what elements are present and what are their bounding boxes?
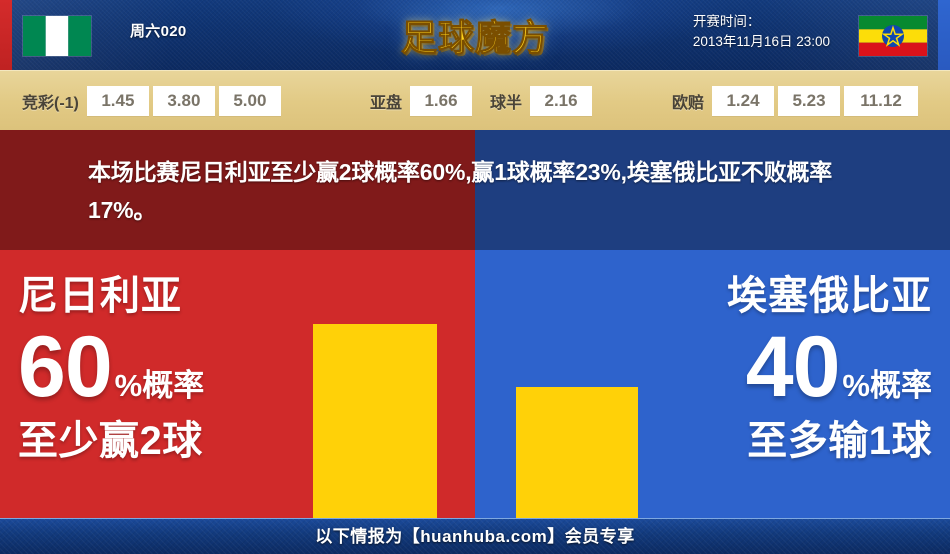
odds-cell-home[interactable]: 1.45 (86, 86, 149, 116)
header-bar: 周六020 足球魔方 开赛时间： 2013年11月16日 23:00 (0, 0, 950, 70)
bar-home-probability (313, 324, 437, 518)
home-probability-value: 60 (18, 319, 113, 415)
home-probability-line: 60 %概率 (18, 324, 308, 410)
nigeria-flag-icon (23, 16, 91, 56)
odds-cell-eu-away[interactable]: 11.12 (844, 86, 919, 116)
odds-cell-eu-home[interactable]: 1.24 (712, 86, 775, 116)
odds-group-label: 亚盘 (370, 95, 403, 112)
ethiopia-flag-icon (859, 16, 927, 56)
odds-group-asian-handicap: 亚盘 1.66 球半 2.16 (370, 71, 596, 131)
footer-membership-notice: 以下情报为【huanhuba.com】会员专享 (315, 527, 635, 546)
probability-chart: 尼日利亚 60 %概率 至少赢2球 埃塞俄比亚 40 %概率 至多输1球 (0, 250, 950, 518)
header-left-accent (0, 0, 12, 70)
summary-text: 本场比赛尼日利亚至少赢2球概率60%,赢1球概率23%,埃塞俄比亚不败概率17%… (88, 159, 833, 223)
away-probability-value: 40 (745, 319, 841, 415)
odds-cell-eu-draw[interactable]: 5.23 (778, 86, 841, 116)
away-stats-block: 埃塞俄比亚 40 %概率 至多输1球 (632, 270, 932, 466)
summary-left-panel (0, 130, 475, 250)
odds-cell-ah-away[interactable]: 2.16 (530, 86, 593, 116)
footer-bar: 以下情报为【huanhuba.com】会员专享 (0, 518, 950, 554)
kickoff-time-block: 开赛时间： 2013年11月16日 23:00 (693, 12, 830, 52)
away-probability-unit: %概率 (842, 368, 932, 403)
odds-handicap-label: 球半 (490, 95, 523, 112)
summary-right-panel (475, 130, 950, 250)
match-round-label: 周六020 (130, 23, 187, 40)
away-outcome-label: 至多输1球 (747, 419, 932, 463)
odds-cell-away[interactable]: 5.00 (218, 86, 281, 116)
kickoff-value: 2013年11月16日 23:00 (692, 34, 830, 49)
home-probability-unit: %概率 (114, 368, 205, 403)
kickoff-label: 开赛时间： (692, 14, 761, 29)
odds-group-european: 欧赔 1.24 5.23 11.12 (672, 71, 922, 131)
odds-group-jingcai: 竞彩(-1) 1.45 3.80 5.00 (22, 71, 285, 131)
away-team-name: 埃塞俄比亚 (727, 274, 932, 318)
odds-group-label: 欧赔 (672, 95, 705, 112)
home-team-name: 尼日利亚 (18, 274, 182, 318)
odds-bar: 竞彩(-1) 1.45 3.80 5.00 亚盘 1.66 球半 2.16 欧赔… (0, 70, 950, 131)
odds-group-label: 竞彩(-1) (22, 95, 79, 112)
odds-cell-ah-home[interactable]: 1.66 (410, 86, 473, 116)
summary-band: 本场比赛尼日利亚至少赢2球概率60%,赢1球概率23%,埃塞俄比亚不败概率17%… (0, 130, 950, 250)
site-logo-text: 足球魔方 (400, 17, 549, 59)
away-probability-line: 40 %概率 (632, 324, 932, 410)
home-stats-block: 尼日利亚 60 %概率 至少赢2球 (18, 270, 308, 466)
bar-away-probability (516, 387, 638, 518)
home-outcome-label: 至少赢2球 (18, 419, 203, 463)
header-right-accent (938, 0, 950, 70)
odds-cell-draw[interactable]: 3.80 (152, 86, 215, 116)
